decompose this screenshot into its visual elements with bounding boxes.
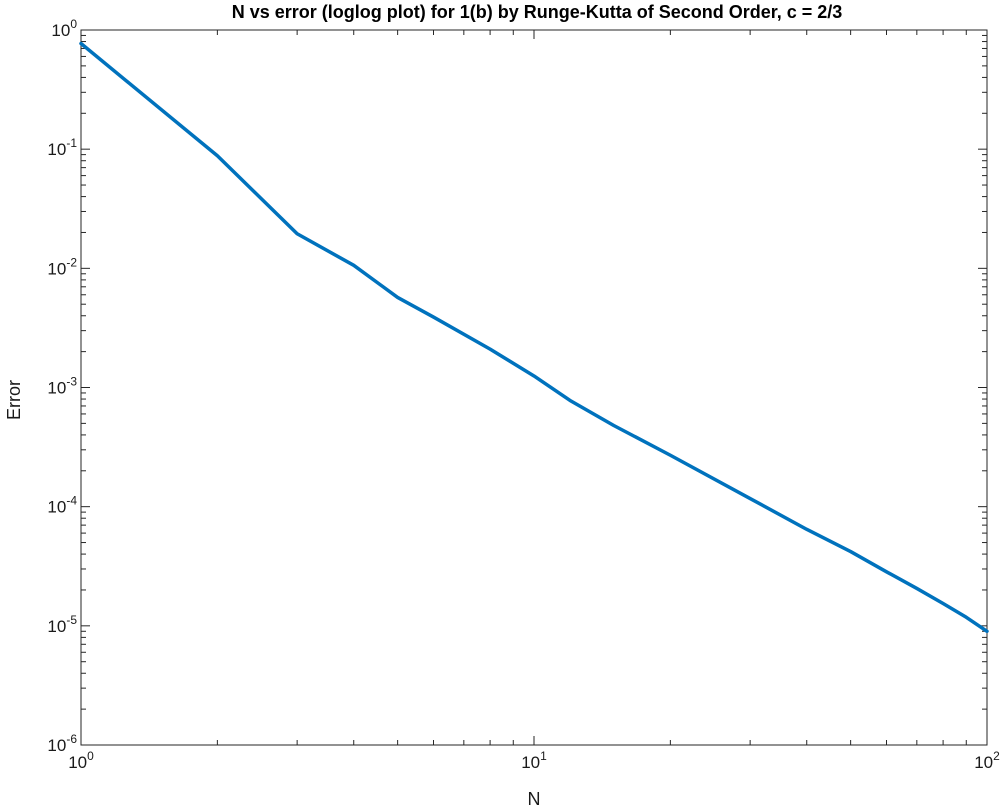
x-tick-label: 102 (974, 749, 1000, 772)
y-tick-label: 100 (51, 17, 77, 40)
y-tick-label: 10-1 (47, 136, 77, 159)
y-tick-label: 10-4 (47, 494, 77, 517)
y-tick-label: 10-5 (47, 613, 77, 636)
chart-title: N vs error (loglog plot) for 1(b) by Run… (232, 2, 843, 22)
y-tick-label: 10-2 (47, 255, 77, 278)
y-tick-label: 10-3 (47, 375, 77, 398)
y-tick-label: 10-6 (47, 732, 77, 755)
x-tick-label: 101 (521, 749, 547, 772)
x-axis-label: N (528, 789, 541, 809)
y-axis-label: Error (4, 380, 24, 420)
plot-area: 100 101 102 100 10-1 10-2 10-3 10-4 10-5 10-6 (47, 17, 1000, 772)
x-tick-label: 100 (68, 749, 94, 772)
series-line-1 (79, 41, 989, 634)
